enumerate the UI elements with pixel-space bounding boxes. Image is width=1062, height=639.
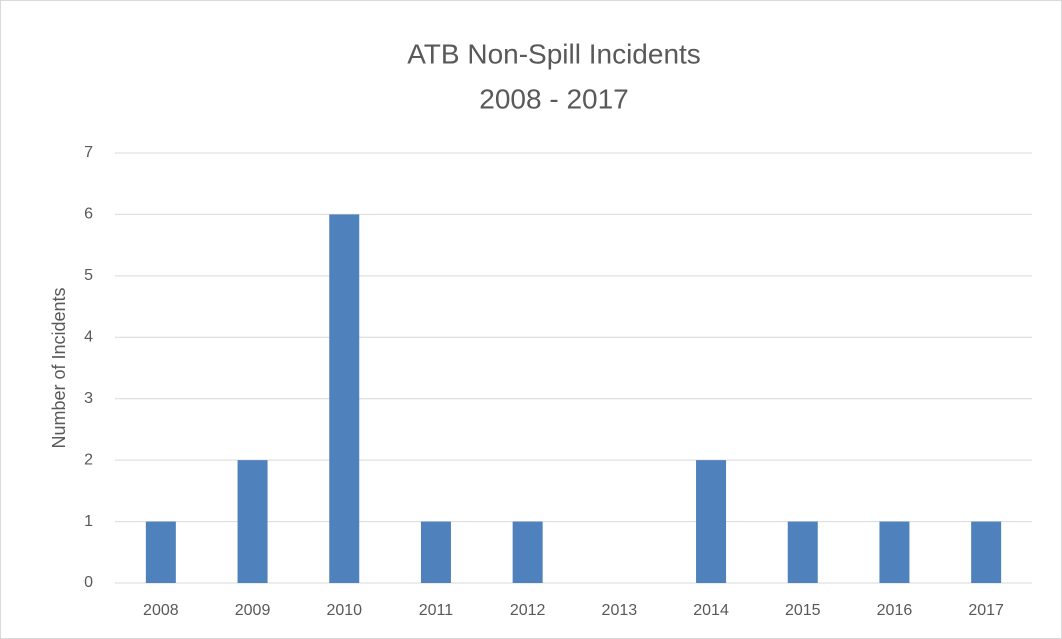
y-tick-label: 7 — [84, 144, 93, 161]
x-tick-label: 2017 — [968, 602, 1004, 619]
x-tick-label: 2009 — [235, 602, 271, 619]
y-tick-label: 4 — [84, 329, 93, 346]
y-tick-label: 6 — [84, 206, 93, 223]
y-axis-label: Number of Incidents — [49, 287, 69, 448]
y-tick-label: 0 — [84, 574, 93, 591]
bar — [145, 521, 176, 583]
bar — [237, 460, 268, 583]
bar — [329, 214, 360, 583]
x-tick-label: 2011 — [419, 602, 454, 619]
bar — [971, 521, 1002, 583]
bar — [879, 521, 910, 583]
y-tick-label: 2 — [84, 451, 93, 468]
x-tick-label: 2013 — [602, 602, 638, 619]
chart-subtitle: 2008 - 2017 — [479, 83, 628, 114]
bar — [512, 521, 543, 583]
x-tick-label: 2016 — [877, 602, 913, 619]
x-tick-label: 2008 — [143, 602, 179, 619]
bar — [787, 521, 818, 583]
chart-title: ATB Non-Spill Incidents — [407, 38, 701, 69]
y-tick-label: 5 — [84, 267, 93, 284]
x-tick-label: 2014 — [693, 602, 729, 619]
y-tick-label: 3 — [84, 390, 93, 407]
x-tick-label: 2012 — [510, 602, 546, 619]
bar — [420, 521, 451, 583]
y-tick-label: 1 — [84, 513, 93, 530]
bar — [696, 460, 727, 583]
x-tick-label: 2010 — [326, 602, 362, 619]
x-tick-label: 2015 — [785, 602, 821, 619]
